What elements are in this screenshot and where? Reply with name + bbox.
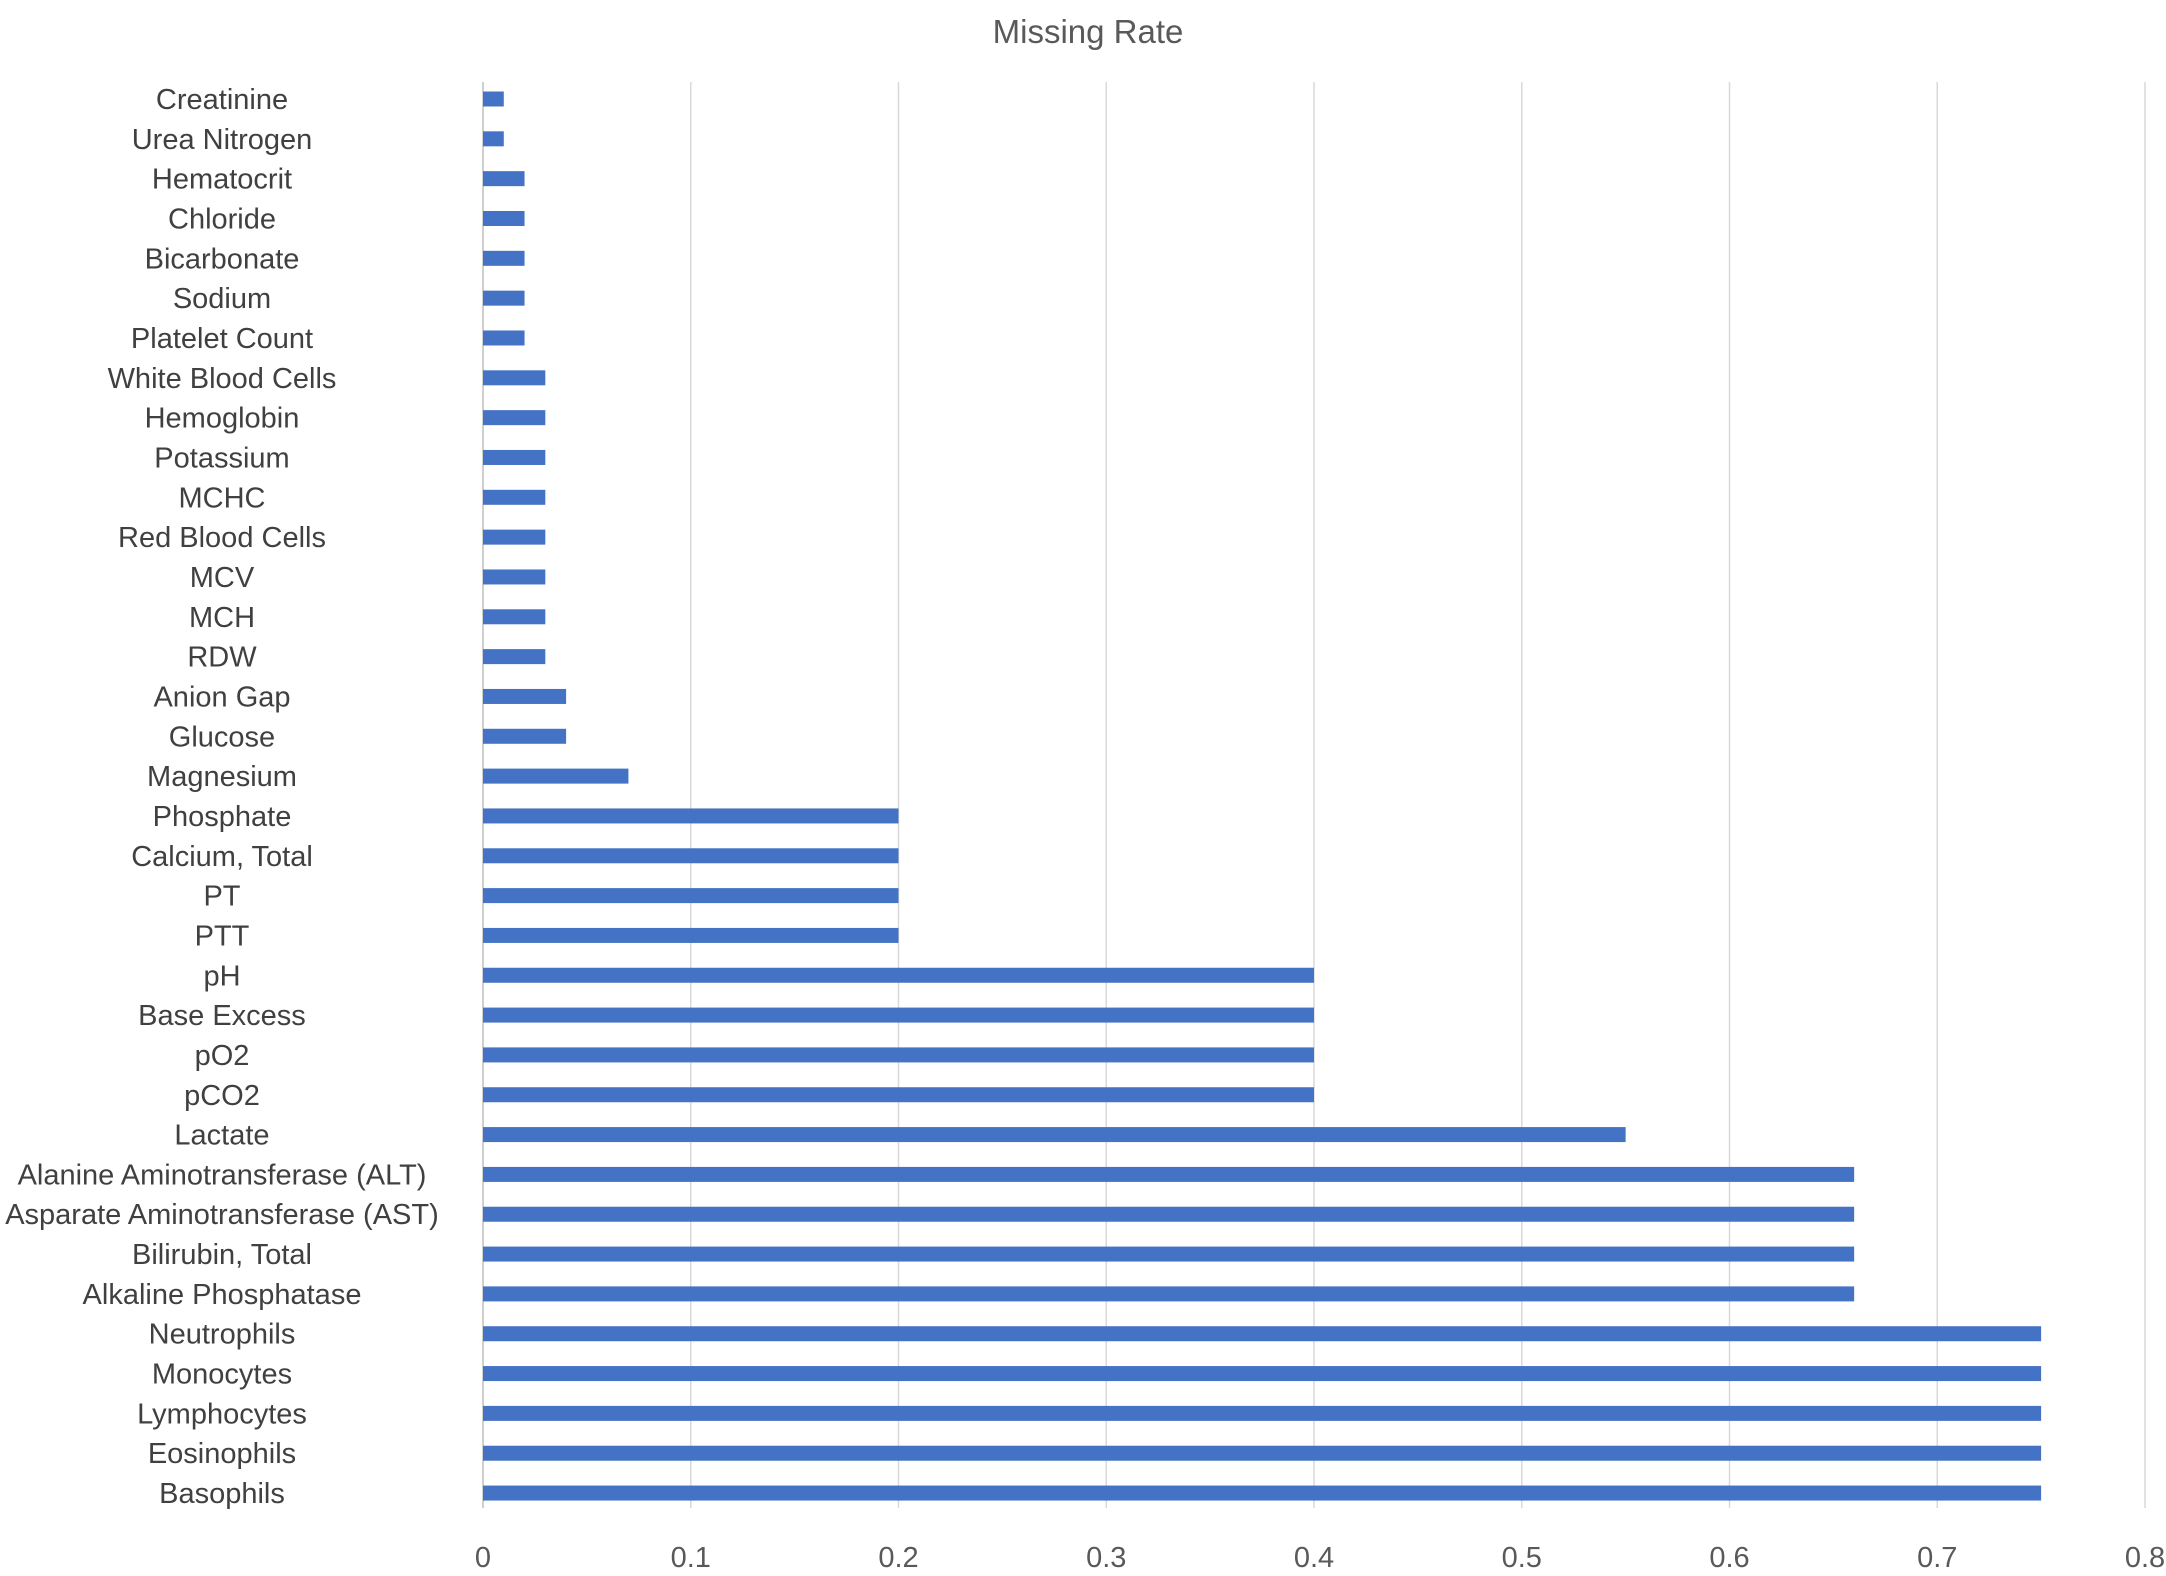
bar-ptt (483, 927, 899, 943)
category-label: PT (203, 881, 240, 913)
x-tick-label: 0.4 (1294, 1542, 1334, 1574)
category-label: Asparate Aminotransferase (AST) (5, 1199, 439, 1231)
category-label: Hemoglobin (145, 403, 300, 435)
category-label: Chloride (168, 203, 276, 235)
category-label: Magnesium (147, 761, 297, 793)
category-labels: Creatinine Urea Nitrogen Hematocrit Chlorid… (5, 84, 439, 1510)
category-label: Glucose (169, 721, 275, 753)
bar-urea-nitrogen (483, 131, 504, 147)
bar-anion-gap (483, 688, 567, 704)
x-axis-tick-labels: 0 0.1 0.2 0.3 0.4 0.5 0.6 0.7 0.8 (475, 1542, 2165, 1574)
category-label: MCV (190, 562, 255, 594)
category-label: Neutrophils (149, 1319, 296, 1351)
bar-chloride (483, 210, 525, 226)
category-label: Potassium (154, 442, 289, 474)
category-label: pO2 (195, 1040, 250, 1072)
x-tick-label: 0.6 (1709, 1542, 1749, 1574)
category-label: Hematocrit (152, 164, 292, 196)
category-label: pH (203, 960, 240, 992)
chart-title: Missing Rate (993, 13, 1184, 50)
bar-mcv (483, 569, 546, 585)
category-label: Anion Gap (153, 681, 290, 713)
bar-ph (483, 967, 1314, 983)
x-tick-label: 0.2 (878, 1542, 918, 1574)
category-label: Red Blood Cells (118, 522, 326, 554)
category-label: Base Excess (138, 1000, 306, 1032)
bar-creatinine (483, 91, 504, 107)
category-label: Basophils (159, 1478, 285, 1510)
bar-base-excess (483, 1007, 1314, 1023)
bar-bicarbonate (483, 250, 525, 266)
bars (483, 91, 2042, 1501)
category-label: pCO2 (184, 1080, 260, 1112)
bar-phosphate (483, 808, 899, 824)
category-label: Urea Nitrogen (132, 124, 313, 156)
category-label: Lactate (174, 1120, 269, 1152)
bar-asparate-aminotransferase-ast (483, 1206, 1855, 1222)
category-label: MCH (189, 602, 255, 634)
bar-eosinophils (483, 1445, 2042, 1461)
category-label: Sodium (173, 283, 271, 315)
category-label: Monocytes (152, 1359, 292, 1391)
bar-rdw (483, 649, 546, 665)
bar-hematocrit (483, 171, 525, 187)
category-label: Bicarbonate (145, 243, 300, 275)
category-label: MCHC (179, 482, 266, 514)
bar-alanine-aminotransferase-alt (483, 1166, 1855, 1182)
bar-neutrophils (483, 1326, 2042, 1342)
bar-alkaline-phosphatase (483, 1286, 1855, 1302)
x-tick-label: 0.8 (2125, 1542, 2165, 1574)
category-label: RDW (187, 642, 257, 674)
category-label: Platelet Count (131, 323, 313, 355)
category-label: Alanine Aminotransferase (ALT) (18, 1159, 427, 1191)
category-label: Eosinophils (148, 1438, 296, 1470)
bar-mchc (483, 489, 546, 505)
bar-glucose (483, 728, 567, 744)
bar-basophils (483, 1485, 2042, 1501)
bar-pt (483, 888, 899, 904)
bar-monocytes (483, 1366, 2042, 1382)
x-tick-label: 0.3 (1086, 1542, 1126, 1574)
bar-potassium (483, 449, 546, 465)
bar-lactate (483, 1127, 1626, 1143)
bar-platelet-count (483, 330, 525, 346)
bar-calcium-total (483, 848, 899, 864)
category-label: PTT (195, 920, 250, 952)
bar-magnesium (483, 768, 629, 784)
bar-hemoglobin (483, 410, 546, 426)
x-tick-label: 0.1 (671, 1542, 711, 1574)
bar-white-blood-cells (483, 370, 546, 386)
bar-mch (483, 609, 546, 625)
bar-lymphocytes (483, 1405, 2042, 1421)
category-label: Lymphocytes (137, 1398, 307, 1430)
bar-po2 (483, 1047, 1314, 1063)
category-label: Calcium, Total (131, 841, 313, 873)
category-label: Bilirubin, Total (132, 1239, 312, 1271)
x-tick-label: 0.5 (1502, 1542, 1542, 1574)
x-tick-label: 0 (475, 1542, 491, 1574)
bar-bilirubin-total (483, 1246, 1855, 1262)
bar-sodium (483, 290, 525, 306)
category-label: White Blood Cells (108, 363, 337, 395)
gridlines (482, 82, 2146, 1508)
bar-pco2 (483, 1087, 1314, 1103)
category-label: Creatinine (156, 84, 288, 116)
category-label: Phosphate (153, 801, 292, 833)
x-tick-label: 0.7 (1917, 1542, 1957, 1574)
bar-red-blood-cells (483, 529, 546, 545)
category-label: Alkaline Phosphatase (83, 1279, 362, 1311)
